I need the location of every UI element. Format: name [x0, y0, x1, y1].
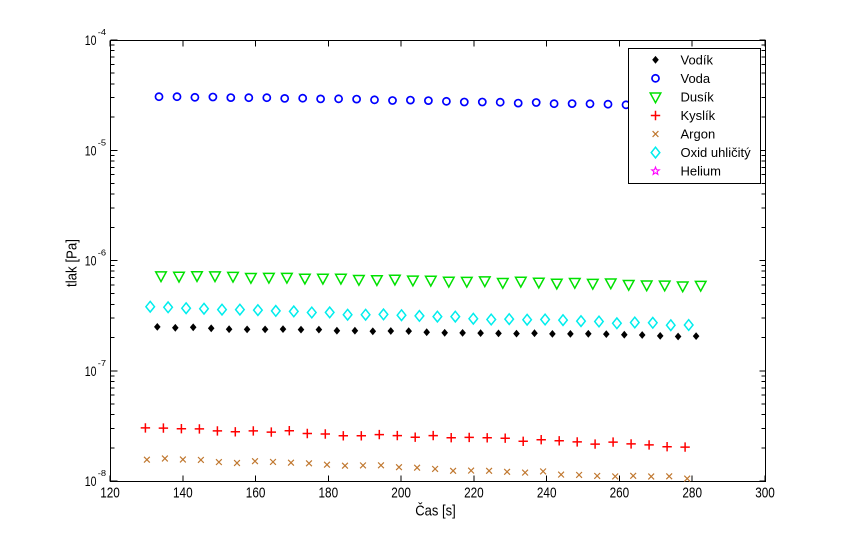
svg-text:-8: -8 — [98, 468, 107, 478]
svg-text:tlak [Pa]: tlak [Pa] — [64, 239, 81, 287]
svg-text:200: 200 — [391, 484, 411, 501]
svg-text:Oxid uhličitý: Oxid uhličitý — [681, 145, 752, 160]
svg-text:180: 180 — [319, 484, 339, 501]
svg-text:10: 10 — [85, 142, 97, 158]
svg-text:10: 10 — [85, 253, 97, 269]
svg-text:Argon: Argon — [681, 127, 716, 142]
svg-text:10: 10 — [85, 363, 97, 379]
svg-text:120: 120 — [100, 484, 120, 501]
svg-text:-5: -5 — [98, 137, 107, 147]
svg-text:140: 140 — [173, 484, 193, 501]
svg-text:300: 300 — [755, 484, 775, 501]
svg-text:280: 280 — [682, 484, 702, 501]
svg-text:Helium: Helium — [681, 164, 721, 179]
svg-text:260: 260 — [610, 484, 630, 501]
svg-text:10: 10 — [85, 473, 97, 489]
svg-text:10: 10 — [85, 32, 97, 48]
svg-text:Dusík: Dusík — [681, 90, 715, 105]
svg-text:Voda: Voda — [681, 71, 711, 86]
svg-text:Kyslík: Kyslík — [681, 108, 716, 123]
svg-text:-6: -6 — [98, 248, 107, 258]
svg-text:160: 160 — [246, 484, 266, 501]
svg-text:Čas [s]: Čas [s] — [415, 502, 456, 519]
svg-text:-7: -7 — [98, 358, 107, 368]
svg-text:Vodík: Vodík — [681, 52, 714, 67]
svg-text:220: 220 — [464, 484, 484, 501]
svg-text:240: 240 — [537, 484, 557, 501]
svg-text:-4: -4 — [98, 27, 107, 37]
